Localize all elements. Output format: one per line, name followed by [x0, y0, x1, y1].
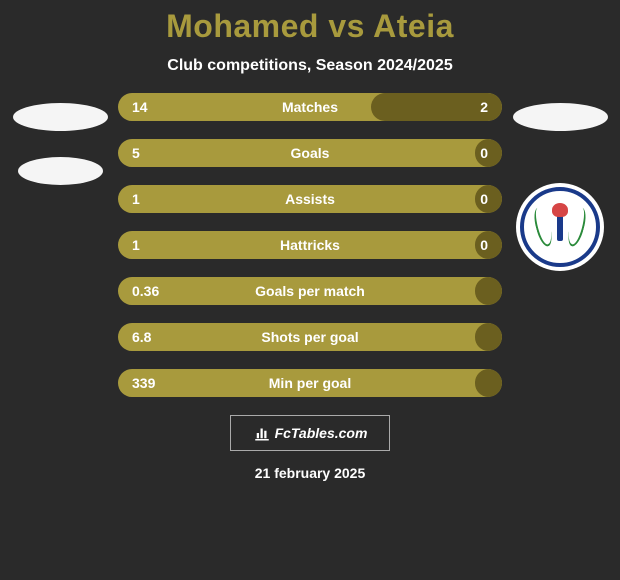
- footer-logo[interactable]: FcTables.com: [230, 415, 390, 451]
- left-player-photo-placeholder: [13, 103, 108, 131]
- stat-bar: 1 Hattricks 0: [118, 231, 502, 259]
- stat-label: Goals: [291, 145, 330, 161]
- stat-bars-column: 14 Matches 2 5 Goals 0 1 Assists 0 1 Hattricks 0 0.3…: [110, 93, 510, 397]
- stat-label: Goals per match: [255, 283, 365, 299]
- stat-left-value: 1: [132, 191, 140, 207]
- club-badge-torch: [557, 213, 563, 241]
- stat-right-value: 0: [480, 237, 488, 253]
- left-player-col: [10, 93, 110, 185]
- stat-bar-right-fill: [475, 277, 502, 305]
- left-club-placeholder: [18, 157, 103, 185]
- stat-left-value: 5: [132, 145, 140, 161]
- stat-bar-right-fill: [475, 185, 502, 213]
- stat-left-value: 0.36: [132, 283, 159, 299]
- right-player-photo-placeholder: [513, 103, 608, 131]
- stat-right-value: 2: [480, 99, 488, 115]
- comparison-row: 14 Matches 2 5 Goals 0 1 Assists 0 1 Hattricks 0 0.3…: [0, 93, 620, 397]
- right-player-col: [510, 93, 610, 271]
- stat-label: Assists: [285, 191, 335, 207]
- stat-left-value: 6.8: [132, 329, 151, 345]
- stat-right-value: 0: [480, 191, 488, 207]
- stat-bar: 5 Goals 0: [118, 139, 502, 167]
- stat-bar-right-fill: [475, 369, 502, 397]
- stat-bar: 14 Matches 2: [118, 93, 502, 121]
- footer-logo-text: FcTables.com: [275, 425, 368, 441]
- stat-bar-right-fill: [475, 323, 502, 351]
- stat-label: Hattricks: [280, 237, 340, 253]
- stat-bar-right-fill: [475, 139, 502, 167]
- footer-date: 21 february 2025: [255, 465, 366, 481]
- right-club-badge: [516, 183, 604, 271]
- stat-bar: 0.36 Goals per match: [118, 277, 502, 305]
- page-subtitle: Club competitions, Season 2024/2025: [167, 57, 452, 75]
- page-title: Mohamed vs Ateia: [166, 8, 454, 45]
- stat-right-value: 0: [480, 145, 488, 161]
- stat-left-value: 339: [132, 375, 155, 391]
- stat-bar: 1 Assists 0: [118, 185, 502, 213]
- chart-icon: [253, 424, 271, 442]
- stat-bar: 6.8 Shots per goal: [118, 323, 502, 351]
- stat-label: Matches: [282, 99, 338, 115]
- stat-left-value: 14: [132, 99, 148, 115]
- stat-bar: 339 Min per goal: [118, 369, 502, 397]
- stat-left-value: 1: [132, 237, 140, 253]
- stat-bar-right-fill: [475, 231, 502, 259]
- stat-label: Min per goal: [269, 375, 351, 391]
- stat-label: Shots per goal: [261, 329, 358, 345]
